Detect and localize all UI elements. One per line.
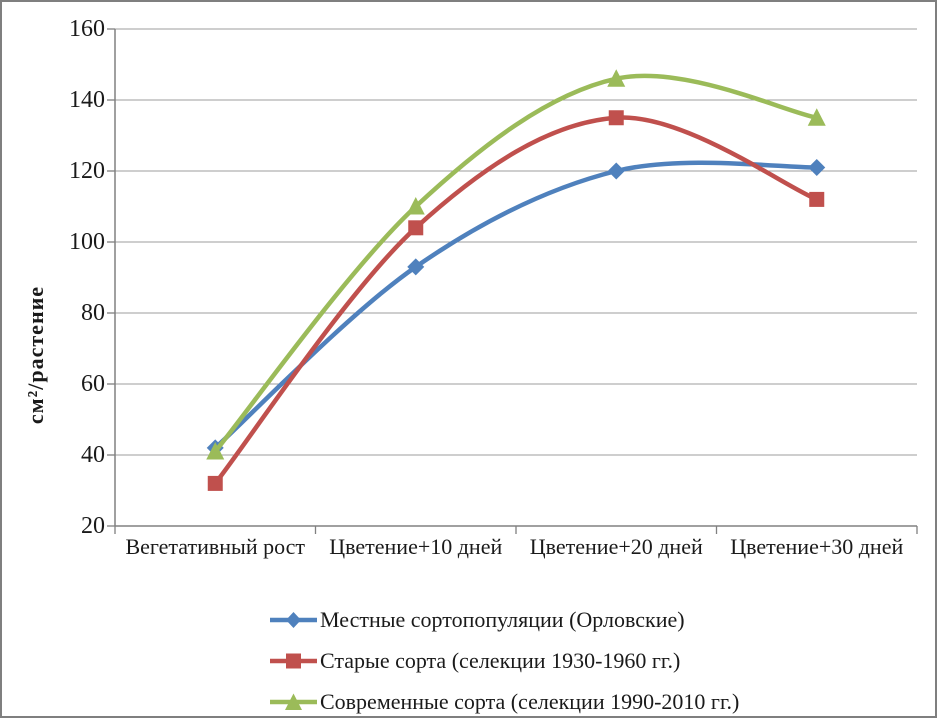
x-category-label: Вегетативный рост (125, 534, 306, 559)
series-marker-2 (807, 108, 826, 126)
series-marker-2 (206, 441, 225, 460)
y-tick-label: 20 (81, 513, 105, 539)
legend-label: Местные сортопопуляции (Орловские) (320, 606, 685, 632)
y-tick-label: 140 (69, 87, 105, 113)
series-line-0 (213, 160, 819, 451)
y-tick-label: 120 (69, 158, 105, 184)
series-marker-1 (408, 220, 424, 236)
legend-item: Местные сортопопуляции (Орловские) (270, 599, 739, 640)
y-tick-label: 80 (81, 300, 105, 326)
legend-marker-glyph (286, 611, 301, 628)
y-tick-label: 100 (69, 229, 105, 255)
series-marker-1 (207, 475, 223, 491)
series-marker-0 (607, 162, 625, 180)
series-marker-1 (608, 110, 624, 126)
series-marker-2 (607, 69, 626, 87)
series-marker-0 (808, 158, 826, 176)
x-category-label: Цветение+10 дней (329, 534, 503, 559)
series-marker-1 (809, 191, 825, 207)
legend-label: Старые сорта (селекции 1930-1960 гг.) (320, 647, 681, 673)
legend-item: Современные сорта (селекции 1990-2010 гг… (270, 681, 740, 716)
series-line-1 (213, 115, 819, 486)
legend-label: Современные сорта (селекции 1990-2010 гг… (320, 688, 740, 714)
series-marker-0 (407, 258, 425, 276)
x-category-label: Цветение+20 дней (529, 534, 703, 559)
y-tick-label: 60 (81, 371, 105, 397)
legend-marker-glyph (285, 693, 302, 710)
triangle-legend-marker-icon (270, 693, 317, 710)
series-marker-2 (406, 197, 425, 215)
y-tick-label: 40 (81, 442, 105, 468)
legend-marker-glyph (286, 653, 301, 668)
square-legend-marker-icon (270, 653, 317, 668)
legend: Местные сортопопуляции (Орловские) Старые… (270, 599, 740, 716)
diamond-legend-marker-icon (270, 611, 317, 628)
legend-item: Старые сорта (селекции 1930-1960 гг.) (270, 640, 739, 681)
x-category-label: Цветение+30 дней (730, 534, 904, 559)
y-tick-label: 160 (69, 16, 105, 42)
series-line-2 (213, 73, 819, 454)
